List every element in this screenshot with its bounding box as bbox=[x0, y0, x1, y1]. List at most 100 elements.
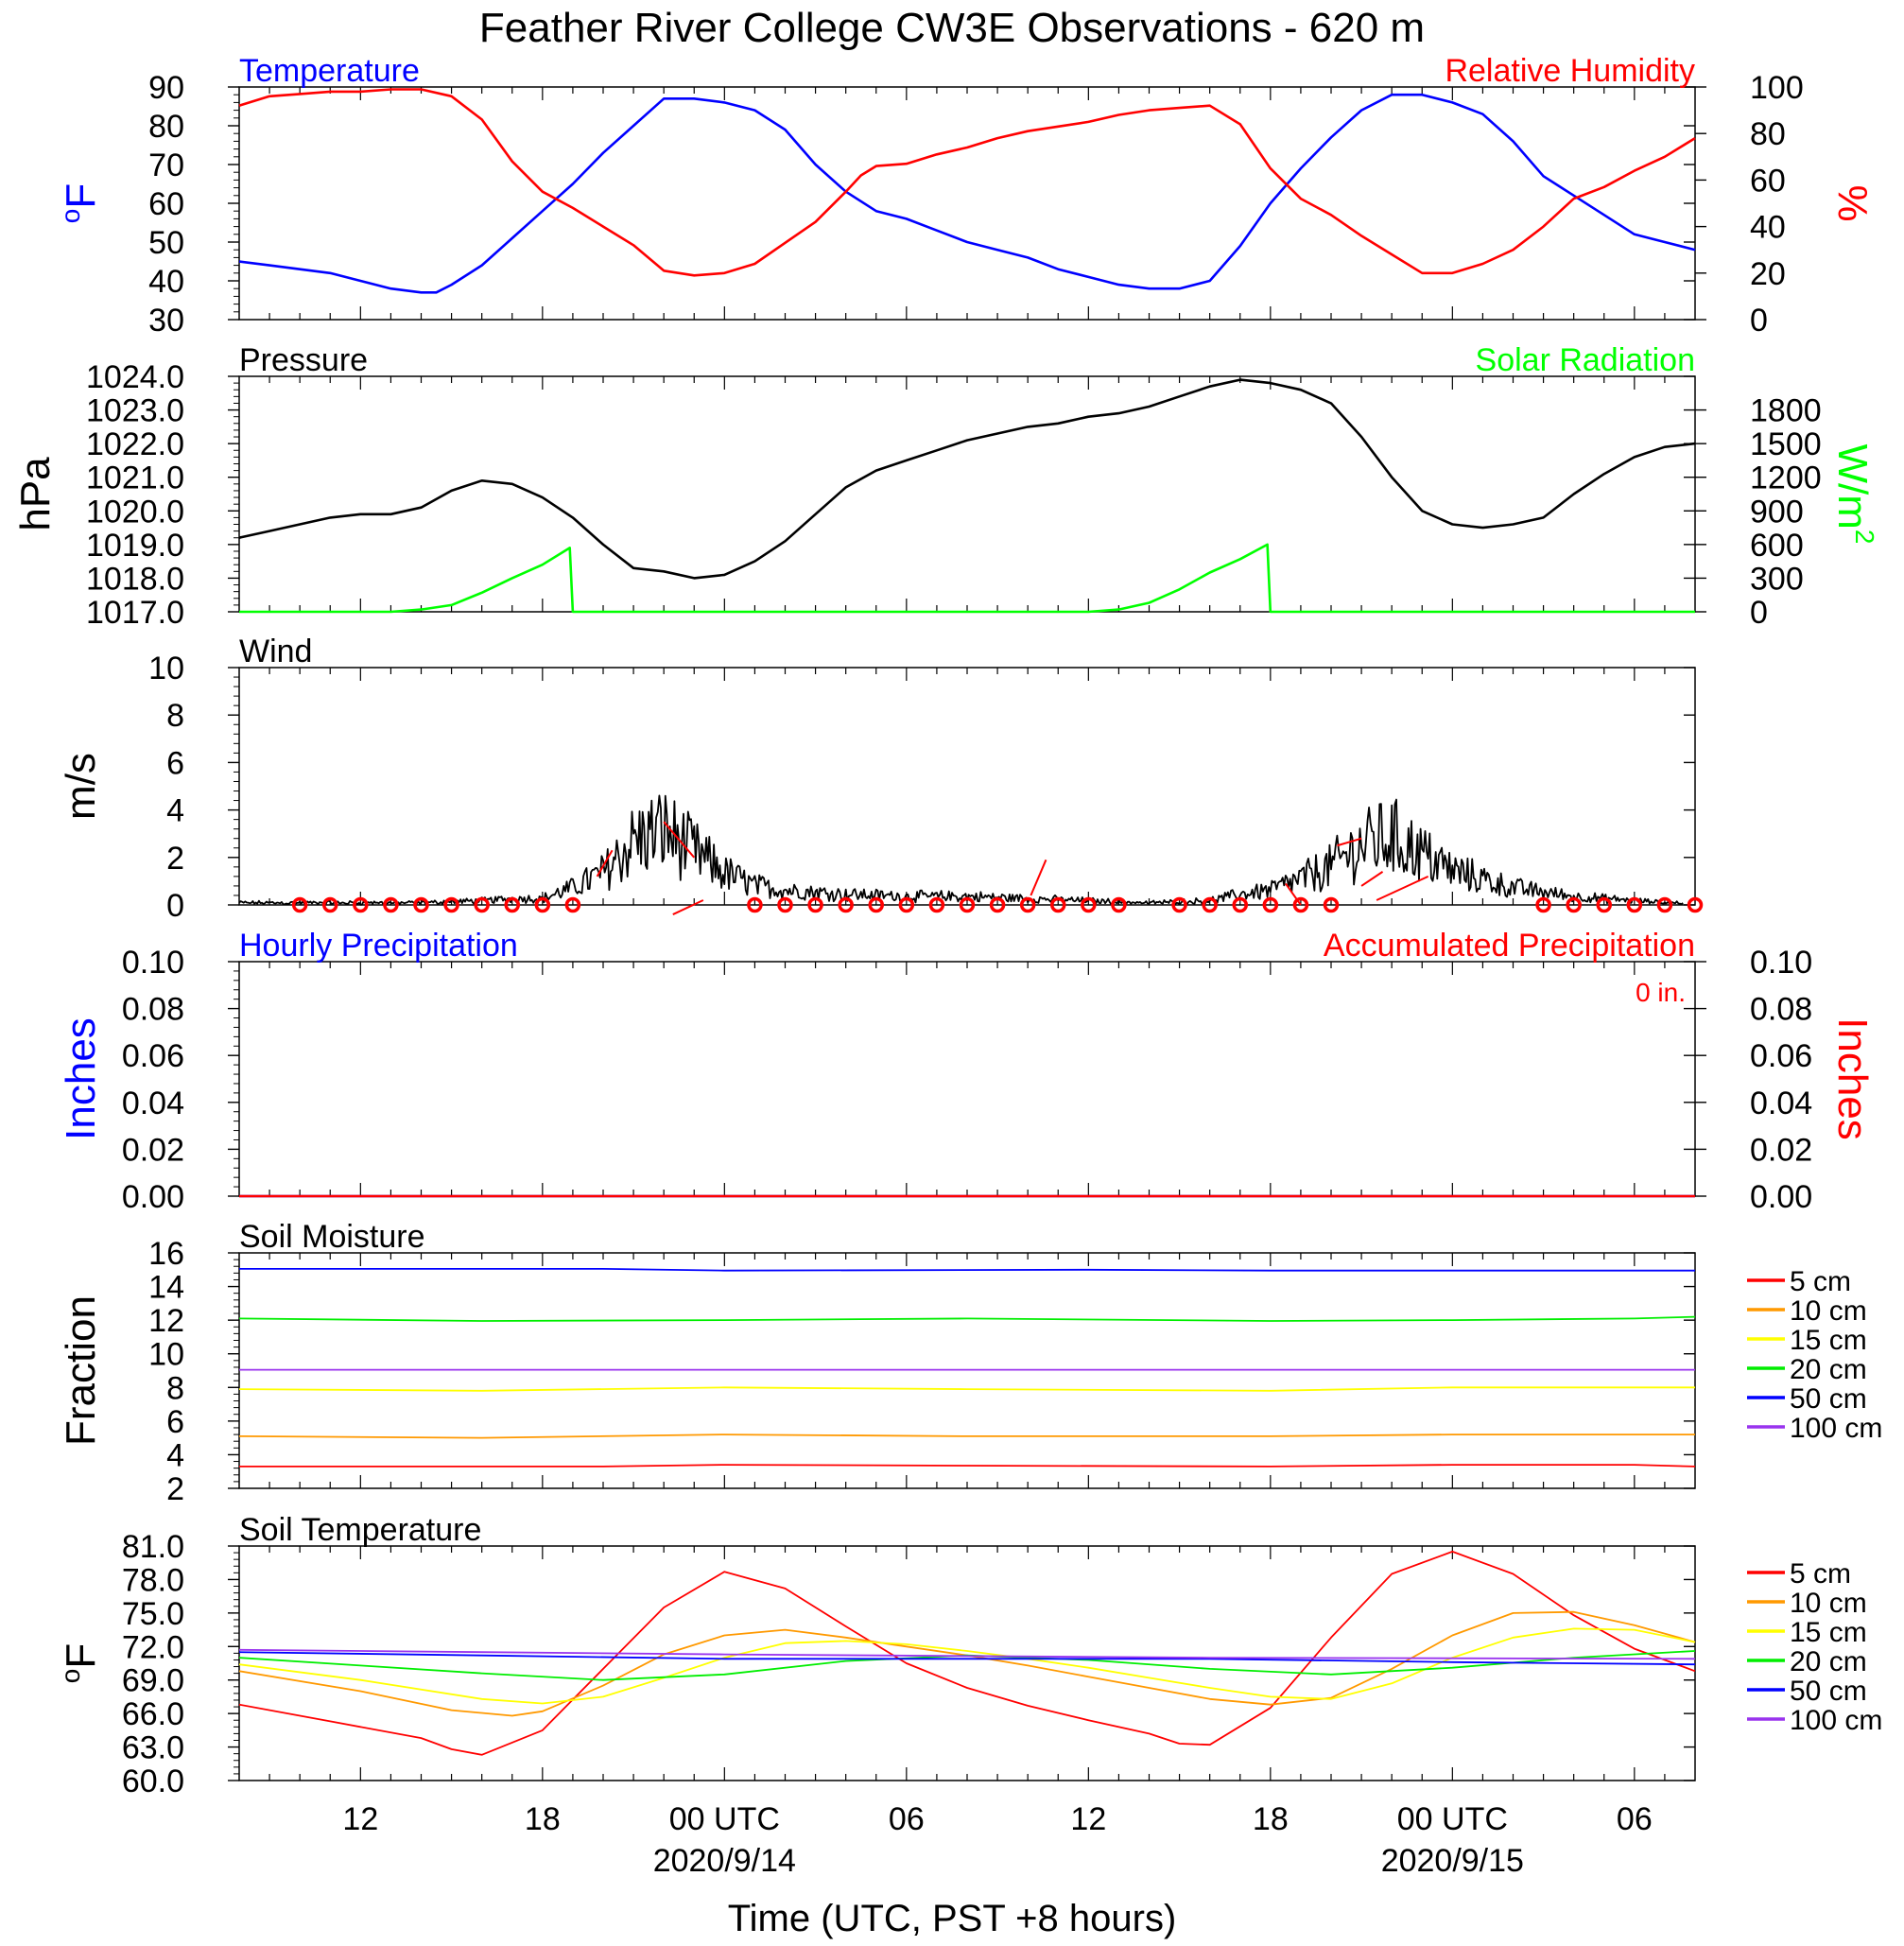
calm-wind-marker bbox=[1081, 896, 1097, 913]
y-axis-title-left: Fraction bbox=[58, 1295, 104, 1446]
wind-barb bbox=[1285, 882, 1302, 906]
panel-title-right: Relative Humidity bbox=[1445, 53, 1695, 89]
calm-wind-marker bbox=[1232, 896, 1248, 913]
y-tick-label-right: 0.04 bbox=[1750, 1086, 1812, 1121]
y-tick-label-left: 10 bbox=[148, 651, 184, 686]
calm-wind-marker bbox=[777, 896, 793, 913]
y-tick-label-left: 1022.0 bbox=[86, 426, 184, 462]
y-tick-label-right: 0 bbox=[1750, 303, 1768, 339]
y-tick-label-left: 1018.0 bbox=[86, 561, 184, 597]
y-tick-label-left: 72.0 bbox=[122, 1629, 184, 1665]
legend-label: 100 cm bbox=[1790, 1413, 1882, 1444]
panel-wind: 0 2 4 6 8 10 Wind m/s bbox=[58, 634, 1704, 924]
calm-wind-marker bbox=[1262, 896, 1279, 913]
legend-label: 50 cm bbox=[1790, 1383, 1867, 1415]
wind-barb bbox=[663, 821, 696, 859]
calm-wind-marker bbox=[413, 896, 429, 913]
legend-label: 100 cm bbox=[1790, 1705, 1882, 1736]
y-tick-label-left: 4 bbox=[166, 793, 184, 829]
y-tick-label-left: 6 bbox=[166, 1404, 184, 1440]
series-line-50-cm bbox=[239, 1268, 1695, 1272]
time-tick-label: 12 bbox=[1070, 1801, 1106, 1837]
series-line-100-cm bbox=[238, 1648, 1696, 1660]
plot-frame bbox=[238, 667, 1696, 906]
panel-title-right: Accumulated Precipitation bbox=[1324, 928, 1695, 964]
y-tick-label-left: 75.0 bbox=[122, 1596, 184, 1632]
y-tick-label-right: 0.08 bbox=[1750, 992, 1812, 1028]
date-label: 2020/9/14 bbox=[653, 1843, 796, 1879]
y-tick-label-left: 1017.0 bbox=[86, 595, 184, 631]
y-tick-label-left: 4 bbox=[166, 1437, 184, 1473]
panel-title-right: Solar Radiation bbox=[1476, 342, 1695, 378]
calm-wind-marker bbox=[898, 896, 915, 913]
y-tick-label-right: 1200 bbox=[1750, 460, 1822, 496]
y-tick-label-right: 60 bbox=[1750, 163, 1786, 199]
y-tick-label-left: 0.06 bbox=[122, 1038, 184, 1074]
y-tick-label-left: 30 bbox=[148, 303, 184, 339]
series-line-50-cm bbox=[238, 1651, 1696, 1666]
y-tick-label-left: 60 bbox=[148, 186, 184, 222]
calm-wind-marker bbox=[747, 896, 763, 913]
y-tick-label-left: 8 bbox=[166, 1370, 184, 1406]
legend-label: 20 cm bbox=[1790, 1646, 1867, 1677]
calm-wind-marker bbox=[291, 896, 308, 913]
series-line-wind-speed bbox=[238, 794, 1684, 906]
panel-title-left: Wind bbox=[239, 634, 312, 669]
y-tick-label-right: 1800 bbox=[1750, 393, 1822, 429]
time-tick-label: 00 UTC bbox=[669, 1801, 780, 1837]
calm-wind-marker bbox=[1171, 896, 1187, 913]
panel-title-left: Soil Moisture bbox=[239, 1219, 425, 1255]
series-line-5-cm bbox=[239, 1464, 1696, 1468]
legend-label: 15 cm bbox=[1790, 1325, 1867, 1356]
calm-wind-marker bbox=[928, 896, 945, 913]
y-tick-label-left: 70 bbox=[148, 148, 184, 183]
y-tick-label-left: 80 bbox=[148, 109, 184, 145]
y-tick-label-right: 1500 bbox=[1750, 426, 1822, 462]
y-tick-label-left: 1021.0 bbox=[86, 460, 184, 496]
y-tick-label-left: 1023.0 bbox=[86, 393, 184, 429]
calm-wind-marker bbox=[959, 896, 976, 913]
calm-wind-marker bbox=[989, 896, 1006, 913]
accumulated-total: 0 in. bbox=[1636, 978, 1686, 1007]
y-tick-label-right: 0.02 bbox=[1750, 1132, 1812, 1168]
calm-wind-marker bbox=[1566, 896, 1582, 913]
y-tick-label-left: 1024.0 bbox=[86, 359, 184, 395]
y-tick-label-left: 63.0 bbox=[122, 1730, 184, 1766]
y-tick-label-right: 900 bbox=[1750, 494, 1804, 530]
calm-wind-marker bbox=[564, 896, 581, 913]
calm-wind-marker bbox=[383, 896, 399, 913]
calm-wind-marker bbox=[1596, 896, 1612, 913]
y-tick-label-right: 20 bbox=[1750, 256, 1786, 292]
y-tick-label-left: 6 bbox=[166, 745, 184, 781]
time-tick-label: 18 bbox=[525, 1801, 561, 1837]
series-line-20-cm bbox=[238, 1315, 1696, 1322]
y-tick-label-left: 90 bbox=[148, 70, 184, 106]
y-tick-label-left: 60.0 bbox=[122, 1764, 184, 1799]
unit-exponent: 2 bbox=[1850, 530, 1879, 545]
y-tick-label-left: 78.0 bbox=[122, 1562, 184, 1598]
unit-letter: F bbox=[58, 183, 104, 209]
time-tick-label: 06 bbox=[1617, 1801, 1653, 1837]
y-axis-title-left: Inches bbox=[58, 1017, 104, 1140]
y-tick-label-right: 0.10 bbox=[1750, 945, 1812, 981]
series-line-temperature bbox=[238, 93, 1696, 294]
y-tick-label-left: 2 bbox=[166, 841, 184, 877]
panel-title-left: Hourly Precipitation bbox=[239, 928, 518, 964]
y-axis-title-right: % bbox=[1829, 184, 1876, 221]
calm-wind-marker bbox=[1019, 896, 1036, 913]
panel-title-left: Temperature bbox=[239, 53, 420, 89]
y-axis-title-left: oF bbox=[56, 1643, 104, 1683]
y-tick-label-left: 16 bbox=[148, 1236, 184, 1272]
time-tick-label: 18 bbox=[1253, 1801, 1289, 1837]
calm-wind-marker bbox=[1323, 896, 1340, 913]
y-axis-title-left: hPa bbox=[12, 457, 59, 531]
y-tick-label-left: 40 bbox=[148, 264, 184, 300]
series-line-10-cm bbox=[238, 1433, 1695, 1439]
calm-wind-marker bbox=[1656, 896, 1673, 913]
calm-wind-marker bbox=[1111, 896, 1127, 913]
series-line-15-cm bbox=[238, 1386, 1695, 1392]
